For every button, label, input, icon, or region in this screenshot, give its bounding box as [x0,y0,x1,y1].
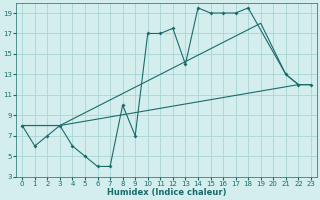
X-axis label: Humidex (Indice chaleur): Humidex (Indice chaleur) [107,188,226,197]
